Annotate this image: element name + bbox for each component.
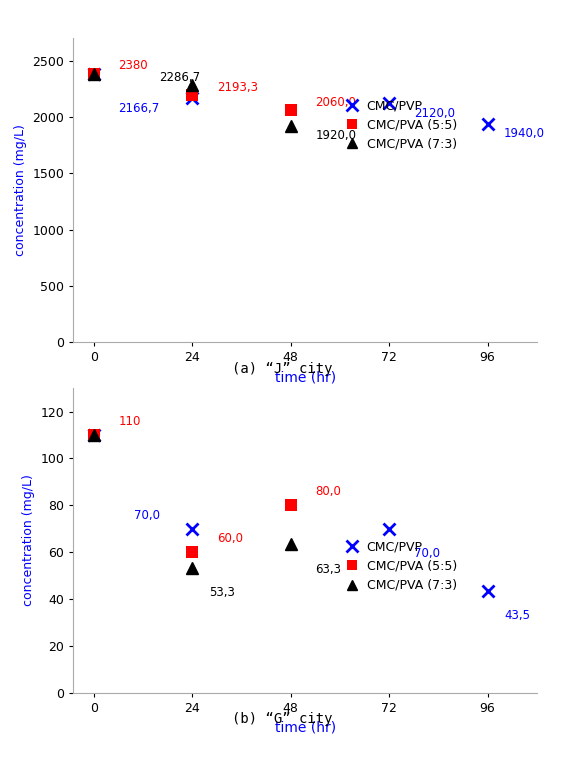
Legend: CMC/PVP, CMC/PVA (5:5), CMC/PVA (7:3): CMC/PVP, CMC/PVA (5:5), CMC/PVA (7:3) — [339, 540, 457, 592]
Text: 2380: 2380 — [119, 59, 148, 72]
Text: 63,3: 63,3 — [315, 563, 341, 576]
Y-axis label: concentration (mg/L): concentration (mg/L) — [14, 124, 27, 256]
Text: 53,3: 53,3 — [208, 587, 234, 600]
Text: 2166,7: 2166,7 — [118, 101, 159, 115]
Text: 2286,7: 2286,7 — [159, 71, 201, 84]
X-axis label: time (hr): time (hr) — [275, 370, 336, 384]
Text: 2060,0: 2060,0 — [315, 96, 356, 109]
Text: 1920,0: 1920,0 — [315, 129, 357, 142]
Text: 1940,0: 1940,0 — [504, 127, 545, 140]
Text: 70,0: 70,0 — [414, 547, 440, 560]
Text: 60,0: 60,0 — [217, 532, 243, 545]
Text: 70,0: 70,0 — [133, 508, 159, 521]
Text: 80,0: 80,0 — [315, 486, 341, 498]
Text: 2193,3: 2193,3 — [217, 81, 258, 94]
Text: 2120,0: 2120,0 — [414, 107, 455, 119]
Text: 43,5: 43,5 — [504, 610, 530, 622]
Legend: CMC/PVP, CMC/PVA (5:5), CMC/PVA (7:3): CMC/PVP, CMC/PVA (5:5), CMC/PVA (7:3) — [339, 99, 457, 151]
X-axis label: time (hr): time (hr) — [275, 720, 336, 734]
Text: (a) “J” city: (a) “J” city — [232, 362, 333, 376]
Text: (b) “G” city: (b) “G” city — [232, 712, 333, 726]
Text: 110: 110 — [119, 415, 141, 428]
Y-axis label: concentration (mg/L): concentration (mg/L) — [22, 474, 35, 607]
